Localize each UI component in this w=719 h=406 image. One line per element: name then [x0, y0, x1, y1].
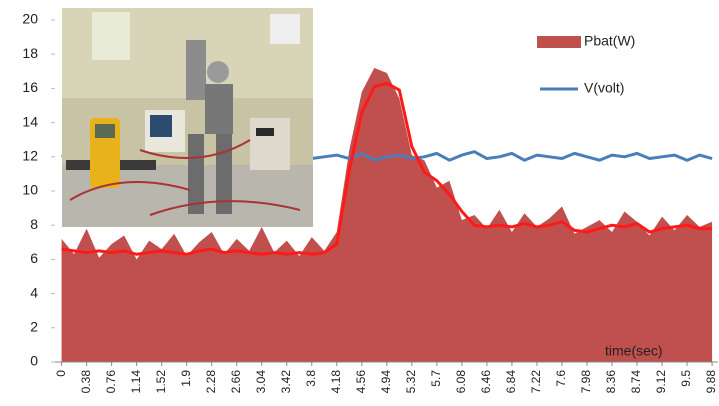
page: {"chart_data": {"type": "area-line", "x"… [0, 0, 719, 406]
x-tick-label: 7.98 [579, 370, 593, 394]
x-tick-label: 1.14 [129, 370, 143, 394]
x-tick-label: 2.66 [229, 370, 243, 394]
photo-box [270, 14, 300, 44]
y-tick-label: 14 [22, 113, 38, 129]
x-tick-label: 9.88 [704, 370, 718, 394]
x-tick-label: 0.38 [79, 370, 93, 394]
x-tick-label: 9.12 [654, 370, 668, 394]
x-tick-label: 8.74 [629, 370, 643, 394]
photo-supply-display [256, 128, 274, 136]
y-tick-label: 4 [30, 284, 38, 300]
y-tick-label: 18 [22, 45, 38, 61]
legend-swatch [537, 36, 581, 48]
x-tick-label: 5.32 [404, 370, 418, 394]
photo-poster [92, 12, 130, 60]
y-tick-label: 16 [22, 79, 38, 95]
photo-multimeter-screen [95, 124, 115, 138]
x-tick-label: 5.7 [429, 370, 443, 387]
x-tick-label: 4.94 [379, 370, 393, 394]
x-tick-label: 7.6 [554, 370, 568, 387]
photo-power-supply [250, 118, 290, 170]
x-tick-label: 4.56 [354, 370, 368, 394]
photo-scope-screen [150, 115, 172, 137]
x-tick-label: 9.5 [679, 370, 693, 387]
y-tick-label: 2 [30, 319, 38, 335]
x-tick-label: 3.42 [279, 370, 293, 394]
x-tick-label: 0 [54, 370, 68, 377]
x-tick-label: 7.22 [529, 370, 543, 394]
x-tick-label: 1.9 [179, 370, 193, 387]
x-tick-label: 0.76 [104, 370, 118, 394]
x-tick-label: 6.46 [479, 370, 493, 394]
y-tick-label: 10 [22, 182, 38, 198]
y-tick-label: 20 [22, 11, 38, 27]
x-tick-label: 6.84 [504, 370, 518, 394]
inset-photo [62, 8, 313, 227]
y-tick-label: 6 [30, 250, 38, 266]
chart: 0 2 4 6 8 10 12 14 16 18 20 0 0.38 0.76 1.14 1.52 1.9 2.2… [0, 0, 719, 406]
photo-robot-body [205, 84, 233, 134]
photo-robot-head [207, 61, 229, 83]
y-tick-label: 8 [30, 216, 38, 232]
legend-label: V(volt) [584, 80, 624, 96]
x-axis-title: time(sec) [605, 343, 663, 359]
x-tick-label: 6.08 [454, 370, 468, 394]
photo-robot-arm [186, 40, 206, 100]
labels: time(sec) [605, 343, 663, 359]
x-tick-label: 1.52 [154, 370, 168, 394]
x-tick-label: 2.28 [204, 370, 218, 394]
y-tick-label: 0 [30, 353, 38, 369]
x-tick-label: 4.18 [329, 370, 343, 394]
x-tick-label: 3.8 [304, 370, 318, 387]
x-tick-label: 8.36 [604, 370, 618, 394]
y-tick-label: 12 [22, 148, 38, 164]
legend-label: Pbat(W) [584, 33, 635, 49]
x-tick-label: 3.04 [254, 370, 268, 394]
